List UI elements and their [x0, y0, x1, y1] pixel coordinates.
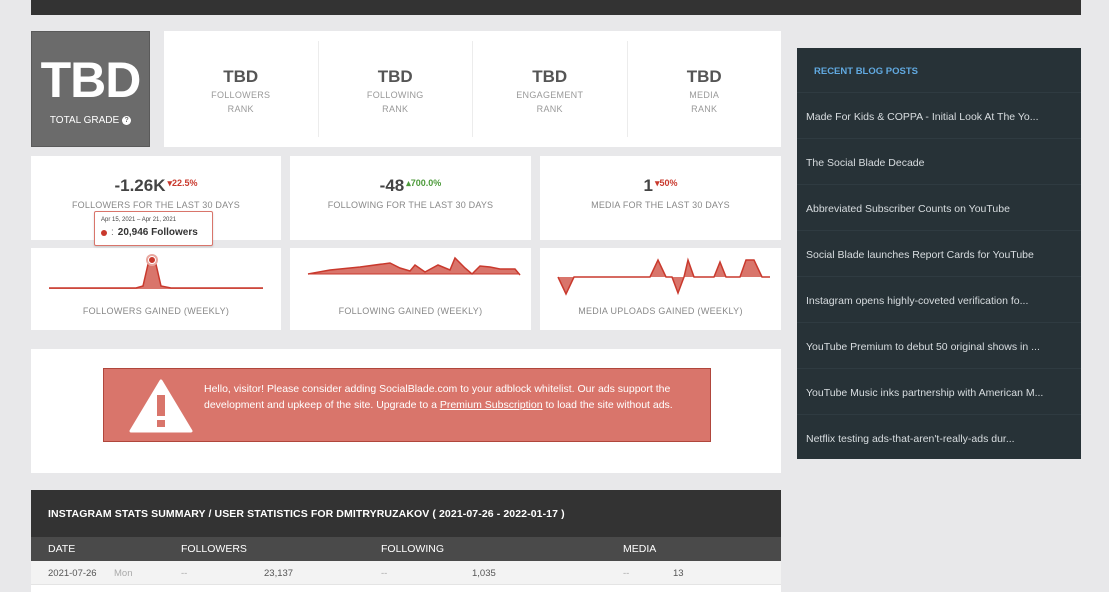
sidebar-title: RECENT BLOG POSTS — [814, 66, 918, 77]
blog-post-link[interactable]: Instagram opens highly-coveted verificat… — [797, 276, 1081, 322]
rank-label: RANK — [691, 104, 718, 114]
summary-title: INSTAGRAM STATS SUMMARY / USER STATISTIC… — [31, 490, 781, 537]
tooltip-separator: : — [111, 227, 114, 238]
row-followers-change: -- — [181, 568, 188, 579]
blog-post-link[interactable]: Made For Kids & COPPA - Initial Look At … — [797, 92, 1081, 138]
table-header-row: DATE FOLLOWERS FOLLOWING MEDIA — [31, 537, 781, 561]
media-sparkline — [557, 257, 770, 296]
sparkline-line — [307, 256, 521, 276]
row-following-change: -- — [381, 568, 388, 579]
rank-panel: TBD FOLLOWERS RANK TBD FOLLOWING RANK TB… — [164, 31, 781, 147]
adblock-notice-panel: Hello, visitor! Please consider adding S… — [31, 349, 781, 473]
stat-change: ▾22.5% — [167, 178, 198, 188]
media-rank: TBD MEDIA RANK — [628, 41, 782, 137]
sparkline-area — [49, 260, 263, 289]
rank-label: RANK — [227, 104, 254, 114]
row-media-change: -- — [623, 568, 630, 579]
column-following: FOLLOWING — [381, 543, 445, 555]
stat-change: ▾50% — [654, 178, 678, 188]
stat-caption: MEDIA FOR THE LAST 30 DAYS — [591, 200, 730, 210]
rank-label: FOLLOWING — [366, 90, 424, 100]
rank-label: RANK — [536, 104, 563, 114]
following-sparkline — [307, 256, 521, 276]
chart-tooltip: Apr 15, 2021 – Apr 21, 2021 : 20,946 Fol… — [94, 211, 213, 246]
stat-value: -1.26K — [114, 176, 166, 195]
graph-caption: FOLLOWERS GAINED (WEEKLY) — [82, 306, 230, 316]
column-media: MEDIA — [623, 543, 657, 555]
row-media: 13 — [673, 568, 684, 579]
stat-change: ▴700.0% — [406, 178, 442, 188]
premium-subscription-link[interactable]: Premium Subscription — [439, 399, 543, 411]
graph-caption: FOLLOWING GAINED (WEEKLY) — [338, 306, 483, 316]
column-date: DATE — [48, 543, 76, 555]
total-grade-label: TOTAL GRADE — [49, 115, 120, 126]
stat-caption: FOLLOWING FOR THE LAST 30 DAYS — [327, 200, 494, 210]
rank-label: MEDIA — [689, 90, 720, 100]
rank-label: FOLLOWERS — [211, 90, 271, 100]
engagement-rank: TBD ENGAGEMENT RANK — [473, 41, 628, 137]
following-gained-graph[interactable]: FOLLOWING GAINED (WEEKLY) — [290, 248, 531, 330]
rank-value: TBD — [223, 67, 259, 86]
adblock-notice: Hello, visitor! Please consider adding S… — [103, 368, 711, 442]
row-followers: 23,137 — [264, 568, 294, 579]
row-day: Mon — [114, 568, 133, 579]
sparkline-area — [558, 260, 770, 294]
question-icon[interactable]: ? — [122, 116, 132, 125]
media-uploads-graph[interactable]: MEDIA UPLOADS GAINED (WEEKLY) — [540, 248, 781, 330]
sparkline-hover-point — [148, 256, 156, 264]
adblock-message: Hello, visitor! Please consider adding S… — [204, 383, 673, 411]
following-rank: TBD FOLLOWING RANK — [319, 41, 473, 137]
stats-summary-table: INSTAGRAM STATS SUMMARY / USER STATISTIC… — [31, 490, 781, 592]
stat-caption: FOLLOWERS FOR THE LAST 30 DAYS — [71, 200, 241, 210]
rank-value: TBD — [377, 67, 413, 86]
following-30day-card: -48 ▴700.0% FOLLOWING FOR THE LAST 30 DA… — [290, 156, 531, 240]
media-30day-card: 1 ▾50% MEDIA FOR THE LAST 30 DAYS — [540, 156, 781, 240]
blog-post-link[interactable]: Social Blade launches Report Cards for Y… — [797, 230, 1081, 276]
row-date: 2021-07-26 — [48, 568, 97, 579]
graph-caption: MEDIA UPLOADS GAINED (WEEKLY) — [578, 306, 743, 316]
followers-rank: TBD FOLLOWERS RANK — [164, 41, 319, 137]
series-dot-icon — [101, 229, 107, 236]
blog-post-link[interactable]: Abbreviated Subscriber Counts on YouTube — [797, 184, 1081, 230]
followers-sparkline — [49, 254, 263, 289]
rank-label: ENGAGEMENT — [516, 90, 584, 100]
tooltip-date: Apr 15, 2021 – Apr 21, 2021 — [101, 217, 177, 223]
table-row: 2021-07-26 Mon -- 23,137 -- 1,035 -- 13 — [31, 561, 781, 585]
row-following: 1,035 — [472, 568, 496, 579]
rank-label: RANK — [382, 104, 409, 114]
column-followers: FOLLOWERS — [181, 543, 247, 555]
warning-icon — [129, 379, 193, 433]
tooltip-value: 20,946 Followers — [117, 227, 198, 238]
sparkline-line — [557, 257, 770, 296]
total-grade-value: TBD — [40, 52, 142, 108]
followers-gained-graph[interactable]: FOLLOWERS GAINED (WEEKLY) — [31, 248, 281, 330]
blog-post-link[interactable]: YouTube Music inks partnership with Amer… — [797, 368, 1081, 414]
blog-post-link[interactable]: Netflix testing ads-that-aren't-really-a… — [797, 414, 1081, 460]
stat-value: -48 — [379, 176, 405, 195]
rank-value: TBD — [532, 67, 568, 86]
total-grade-card: TBD TOTAL GRADE ? — [31, 31, 150, 147]
recent-blog-posts: RECENT BLOG POSTS Made For Kids & COPPA … — [797, 48, 1081, 459]
stat-value: 1 — [643, 176, 653, 195]
rank-value: TBD — [686, 67, 722, 86]
blog-post-link[interactable]: The Social Blade Decade — [797, 138, 1081, 184]
blog-post-link[interactable]: YouTube Premium to debut 50 original sho… — [797, 322, 1081, 368]
top-nav-bar — [31, 0, 1081, 15]
